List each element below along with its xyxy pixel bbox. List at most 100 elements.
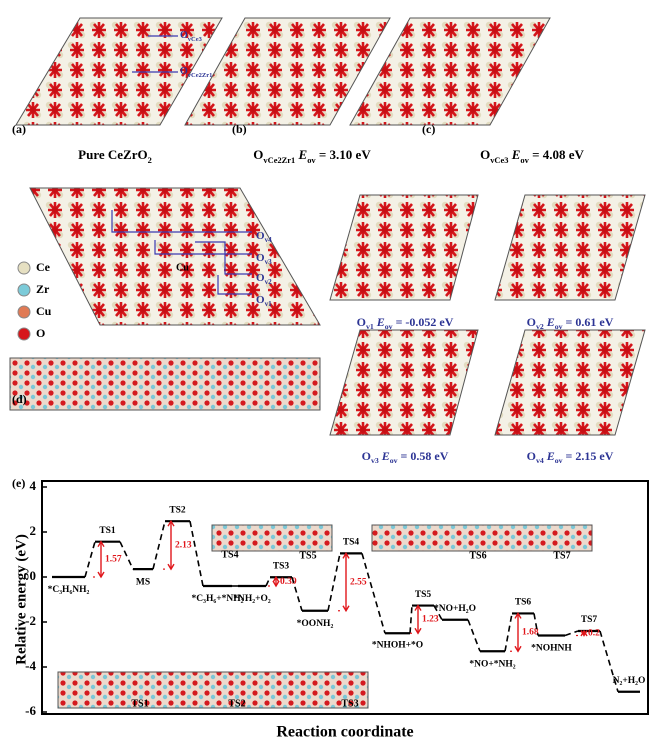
- text-part: = 2.15 eV: [563, 449, 614, 463]
- caption: Ov2 Eov = 0.61 eV: [527, 315, 614, 332]
- inset-label: TS6: [469, 550, 486, 561]
- text-part: E: [298, 147, 308, 162]
- legend-swatch: [18, 284, 30, 296]
- text-part: Pure CeZrO: [78, 147, 147, 162]
- panel-label: (b): [232, 122, 247, 136]
- vacancy-label: Ov4: [256, 230, 272, 244]
- inset-label: TS1: [131, 698, 148, 709]
- caption: Ov3 Eov = 0.58 eV: [362, 449, 449, 466]
- text-part: ov: [555, 322, 563, 331]
- text-part: 2: [148, 155, 152, 165]
- site-label: OvCe2Zr1: [180, 66, 212, 79]
- legend-swatch: [18, 328, 30, 340]
- y-tick-label: 4: [30, 478, 37, 493]
- text-part: = 0.58 eV: [398, 449, 449, 463]
- legend-label: Zr: [36, 282, 50, 296]
- inset-label: TS7: [553, 550, 570, 561]
- text-part: O: [253, 147, 263, 162]
- connector: [85, 542, 95, 577]
- text-part: vCe2Zr1: [188, 72, 213, 79]
- caption: Ov1 Eov = -0.052 eV: [357, 315, 454, 332]
- legend-label: O: [36, 326, 45, 340]
- structure-images: [10, 18, 645, 708]
- panel-label: (e): [12, 476, 25, 490]
- caption: OvCe3 Eov = 4.08 eV: [480, 147, 584, 165]
- text-part: vCe2Zr1: [263, 155, 295, 165]
- text-part: v3: [265, 258, 273, 266]
- text-part: ov: [555, 456, 563, 465]
- caption: OvCe2Zr1 Eov = 3.10 eV: [253, 147, 371, 165]
- text-part: E: [546, 449, 555, 463]
- level-label: TS6: [515, 598, 532, 608]
- level-label: TS4: [343, 538, 360, 548]
- legend-label: Ce: [36, 260, 51, 274]
- connector: [505, 613, 512, 651]
- barrier-label: 2.55: [350, 577, 367, 587]
- connector: [292, 577, 302, 611]
- panel-label: (d): [12, 392, 27, 406]
- cu-label: Cu: [176, 262, 189, 273]
- text-part: v4: [265, 236, 273, 244]
- barrier-label: 0.39: [280, 577, 297, 587]
- connector: [328, 553, 340, 610]
- connector: [565, 631, 578, 636]
- text-part: O: [362, 449, 371, 463]
- text-part: E: [511, 147, 521, 162]
- text-part: v3: [371, 456, 379, 465]
- level-label: *NHOH+*O: [372, 640, 423, 650]
- connector: [190, 521, 203, 586]
- barrier-label: 1.57: [105, 555, 122, 565]
- connector: [120, 542, 133, 569]
- text-part: O: [480, 147, 490, 162]
- y-tick-label: 0: [30, 568, 37, 583]
- text-part: O: [527, 449, 536, 463]
- text-part: E: [546, 315, 555, 329]
- text-part: v2: [536, 322, 544, 331]
- text-part: v2: [265, 278, 273, 286]
- level-label: N₂+H₂O: [613, 676, 646, 686]
- inset-label: TS3: [341, 698, 358, 709]
- level-label: MS: [136, 577, 150, 587]
- legend-swatch: [18, 262, 30, 274]
- y-axis-label: Relative energy (eV): [13, 534, 29, 665]
- x-axis-label: Reaction coordinate: [276, 724, 413, 741]
- figure: (a)(b)(c)(d)(e)Pure CeZrO2OvCe2Zr1 Eov =…: [0, 0, 658, 744]
- level-label: *NO+H₂O: [434, 604, 476, 614]
- connector: [468, 620, 480, 652]
- text-part: = 0.61 eV: [563, 315, 614, 329]
- legend-label: Cu: [36, 304, 52, 318]
- barrier-label: 0.2: [588, 628, 600, 638]
- level-label: TS5: [415, 590, 432, 600]
- text-part: v1: [366, 322, 374, 331]
- inset-label: TS4: [221, 549, 238, 560]
- text-part: O: [357, 315, 366, 329]
- text-part: = -0.052 eV: [393, 315, 454, 329]
- legend-swatch: [18, 306, 30, 318]
- panel-label: (a): [12, 122, 26, 136]
- level-label: *OONH₂: [297, 619, 334, 629]
- text-part: vCe3: [490, 155, 508, 165]
- text-part: O: [527, 315, 536, 329]
- level-label: *NH₂+O₂: [233, 594, 271, 604]
- text-part: E: [381, 449, 390, 463]
- barrier-label: 2.13: [175, 540, 192, 550]
- text-part: vCe3: [188, 36, 203, 43]
- text-part: E: [376, 315, 385, 329]
- y-tick-label: -6: [25, 703, 36, 718]
- connector: [153, 521, 165, 569]
- level-label: *NO+*NH₂: [469, 659, 515, 669]
- level-label: *NOHNH: [531, 644, 572, 654]
- level-label: *C₃H₆NH₂: [48, 585, 90, 595]
- inset-label: TS5: [299, 550, 316, 561]
- level-label: TS3: [273, 561, 290, 571]
- caption: Pure CeZrO2: [78, 147, 152, 165]
- text-part: = 4.08 eV: [529, 147, 585, 162]
- connector: [410, 606, 412, 634]
- text-part: ov: [390, 456, 398, 465]
- barrier-label: 1.23: [422, 615, 439, 625]
- connector: [266, 577, 270, 586]
- text-part: v1: [265, 300, 273, 308]
- level-label: TS1: [99, 526, 116, 536]
- level-label: TS2: [169, 505, 186, 515]
- connector: [362, 553, 385, 633]
